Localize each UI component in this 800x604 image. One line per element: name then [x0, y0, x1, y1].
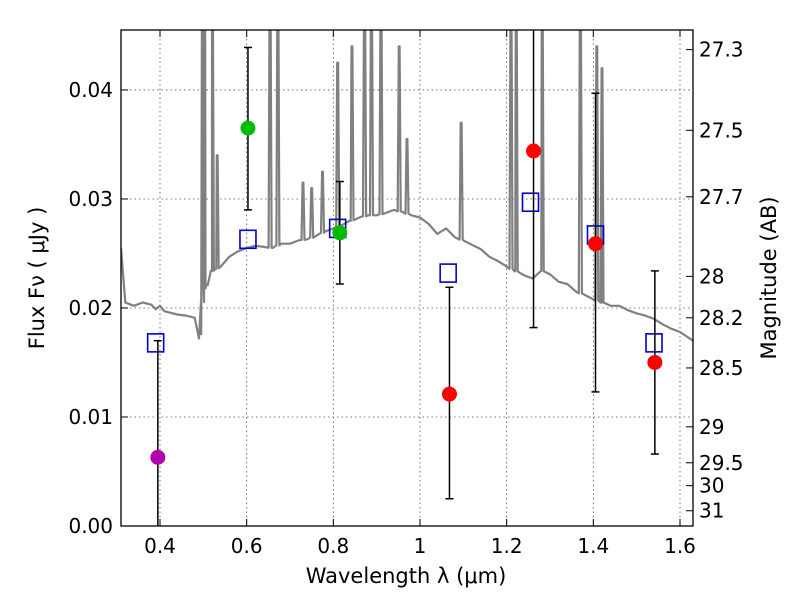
model-square-marker	[439, 263, 457, 283]
data-point	[588, 236, 603, 252]
plot-area	[121, 30, 693, 342]
y-right-tick-label: 28	[699, 264, 724, 288]
spectrum-line	[121, 30, 693, 342]
x-tick-label: 0.6	[231, 534, 263, 558]
y-tick-label: 0.00	[68, 514, 113, 538]
x-tick-label: 1.4	[577, 534, 609, 558]
x-axis-label: Wavelength λ (μm)	[306, 564, 507, 588]
y-right-tick-label: 31	[699, 499, 724, 523]
y-axis-label: Flux Fν ( μJy )	[25, 207, 49, 350]
y-right-tick-label: 27.5	[699, 118, 744, 142]
data-point	[647, 354, 663, 370]
y-right-tick-label: 30	[699, 474, 724, 498]
data-point	[150, 449, 166, 465]
grid-lines	[121, 30, 693, 527]
markers	[146, 30, 663, 526]
y-tick-label: 0.04	[68, 78, 113, 102]
y-right-tick-label: 29.5	[699, 451, 744, 475]
data-point	[332, 225, 348, 241]
y-right-tick-label: 28.2	[699, 306, 744, 330]
x-tick-label: 1	[414, 534, 427, 558]
y-tick-label: 0.02	[68, 296, 113, 320]
plot-frame	[120, 29, 694, 527]
data-point	[441, 386, 457, 402]
x-tick-label: 1.6	[664, 534, 696, 558]
model-square-marker	[239, 229, 257, 250]
y-right-tick-label: 28.5	[699, 356, 744, 380]
model-square-marker	[146, 333, 165, 353]
y-tick-label: 0.03	[68, 187, 113, 211]
model-square-marker	[645, 333, 663, 353]
x-tick-label: 0.4	[144, 534, 176, 558]
y-right-tick-label: 27.3	[699, 38, 744, 62]
y-right-tick-label: 27.7	[699, 185, 744, 209]
data-point	[240, 120, 256, 136]
data-point	[526, 143, 542, 159]
y-axis-right-label: Magnitude (AB)	[757, 196, 781, 359]
y-tick-label: 0.01	[68, 405, 113, 429]
x-tick-label: 1.2	[491, 534, 523, 558]
x-tick-label: 0.8	[317, 534, 349, 558]
model-square-marker	[521, 192, 540, 213]
y-right-tick-label: 29	[699, 415, 724, 439]
axes: 0.4 0.6 0.8 1 1.2 1.4 1.6 0.00 0.01 0.02 0.03 0.04 2…	[68, 30, 744, 558]
